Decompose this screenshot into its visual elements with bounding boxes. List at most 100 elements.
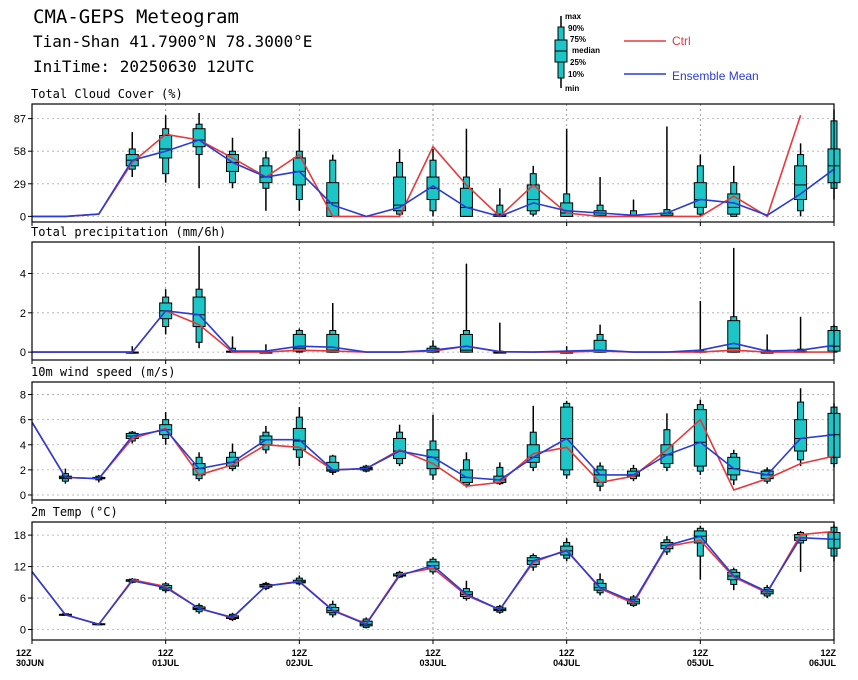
box-inner xyxy=(192,128,206,148)
box-inner xyxy=(727,320,741,353)
panel-title: 10m wind speed (m/s) xyxy=(31,365,176,379)
ensemble-box xyxy=(693,301,707,353)
ensemble-box xyxy=(393,424,407,467)
ensemble-box xyxy=(459,452,473,488)
ensemble-box xyxy=(226,336,239,353)
legend-label-5: 10% xyxy=(568,70,584,79)
ensemble-box xyxy=(560,400,574,479)
ensemble-box xyxy=(292,328,306,353)
x-tick-label-time: 12Z xyxy=(820,648,836,658)
y-tick-label: 12 xyxy=(14,562,26,574)
legend-label-3: median xyxy=(572,46,600,55)
x-axis-labels: 12Z30JUN12Z01JUL12Z02JUL12Z03JUL12Z04JUL… xyxy=(16,648,837,668)
ensemble-box xyxy=(627,464,640,482)
legend-label-0: max xyxy=(565,12,582,21)
ensemble-box xyxy=(560,128,574,217)
y-tick-label: 6 xyxy=(20,415,26,427)
legend-ctrl-label: Ctrl xyxy=(672,34,691,48)
box-outer xyxy=(496,466,504,485)
panel-frame xyxy=(31,521,835,641)
x-tick-label-date: 04JUL xyxy=(553,658,581,668)
ctrl-series-line xyxy=(31,418,835,491)
panel-title: 2m Temp (°C) xyxy=(31,505,118,519)
ensemble-box xyxy=(526,165,540,217)
ensemble-box xyxy=(292,128,306,211)
box-inner xyxy=(459,469,473,483)
box-inner xyxy=(693,182,707,208)
y-tick-label: 58 xyxy=(14,146,26,158)
legend: max 90% 75% median 25% 10% min Ctrl Ensemble Mea… xyxy=(554,12,759,93)
box-inner xyxy=(593,339,607,353)
y-tick-label: 87 xyxy=(14,114,26,126)
ensemble-box xyxy=(693,154,707,217)
ensemble-box xyxy=(660,413,674,472)
y-tick-label: 0 xyxy=(20,211,26,223)
ensemble-box xyxy=(192,112,206,189)
box-inner xyxy=(459,187,473,217)
ensemble-box xyxy=(493,322,507,354)
ensemble-box xyxy=(693,399,707,475)
ensemble-box xyxy=(159,115,173,183)
legend-label-1: 90% xyxy=(568,24,584,33)
ensemble-box xyxy=(794,388,808,467)
ensemble-box xyxy=(593,324,607,353)
x-tick-label-time: 12Z xyxy=(559,648,575,658)
x-tick-label-date: 05JUL xyxy=(687,658,715,668)
mean-series-line xyxy=(32,139,835,218)
ctrl-series-line xyxy=(31,530,835,626)
y-tick-label: 0 xyxy=(20,625,26,637)
panel-frame xyxy=(31,103,835,223)
panel-title: Total Cloud Cover (%) xyxy=(31,87,183,101)
panel-3: 2m Temp (°C) 0 6 12 18 xyxy=(14,505,841,644)
x-tick-label-date: 01JUL xyxy=(152,658,180,668)
x-tick-label-time: 12Z xyxy=(425,648,441,658)
y-tick-label: 2 xyxy=(20,465,26,477)
ensemble-box xyxy=(526,405,540,472)
panel-2: 10m wind speed (m/s) 0 2 4 6 8 xyxy=(20,365,841,504)
x-tick-label-time: 12Z xyxy=(693,648,709,658)
ensemble-box xyxy=(259,151,273,211)
location-label: Tian-Shan 41.7900°N 78.3000°E xyxy=(33,32,313,51)
panel-1: Total precipitation (mm/6h) 0 2 4 xyxy=(20,225,841,364)
y-tick-label: 29 xyxy=(14,179,26,191)
ensemble-box xyxy=(393,148,407,217)
box-inner xyxy=(326,333,340,353)
x-tick-label-date: 03JUL xyxy=(419,658,447,668)
ensemble-box xyxy=(727,165,741,217)
x-tick-label-date: 30JUN xyxy=(16,658,44,668)
meteogram-title: CMA-GEPS Meteogram xyxy=(33,6,239,28)
x-tick-label-time: 12Z xyxy=(16,648,32,658)
panel-frame xyxy=(31,241,835,361)
mean-series-line xyxy=(32,309,835,353)
panel-frame xyxy=(31,381,835,501)
x-tick-label-time: 12Z xyxy=(158,648,174,658)
ensemble-box xyxy=(593,177,607,217)
x-tick-label-time: 12Z xyxy=(292,648,308,658)
ensemble-box xyxy=(794,143,808,217)
box-inner xyxy=(393,176,407,212)
ensemble-box xyxy=(660,126,674,217)
mean-series-line xyxy=(31,535,835,626)
y-tick-label: 4 xyxy=(20,268,26,280)
legend-label-4: 25% xyxy=(570,58,586,67)
ensemble-box xyxy=(192,245,206,349)
ensemble-box xyxy=(693,525,707,580)
ensemble-box xyxy=(459,128,473,217)
mean-series-line xyxy=(31,421,835,481)
box-inner xyxy=(727,456,741,476)
y-tick-label: 6 xyxy=(20,593,26,605)
y-tick-label: 8 xyxy=(20,390,26,402)
legend-label-6: min xyxy=(565,84,579,93)
legend-label-2: 75% xyxy=(570,35,586,44)
box-inner xyxy=(459,333,473,353)
box-inner xyxy=(326,182,340,217)
init-time-label: IniTime: 20250630 12UTC xyxy=(33,57,255,76)
ctrl-series-line xyxy=(32,114,802,218)
y-tick-label: 4 xyxy=(20,440,26,452)
y-tick-label: 0 xyxy=(20,490,26,502)
ensemble-box xyxy=(292,407,306,467)
y-tick-label: 2 xyxy=(20,308,26,320)
box-inner xyxy=(393,437,407,460)
x-tick-label-date: 06JUL xyxy=(809,658,837,668)
ensemble-box xyxy=(459,263,473,353)
